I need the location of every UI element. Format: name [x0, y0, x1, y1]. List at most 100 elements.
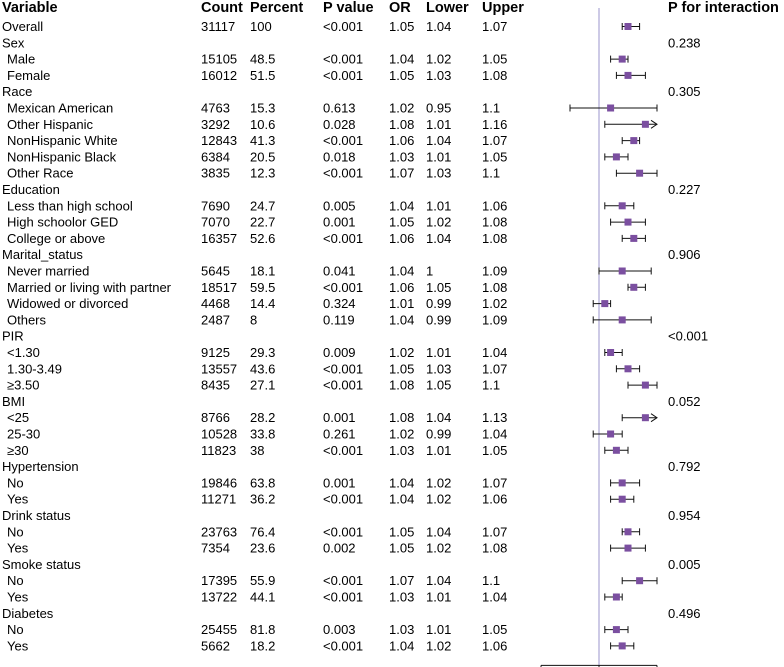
cell-p-interaction: 0.954: [668, 508, 701, 523]
header-row: Variable Count Percent P value OR Lower …: [2, 0, 779, 16]
table-row: NonHispanic White 12843 41.3 <0.001 1.06 1.04…: [7, 133, 507, 148]
cell-p-value: 0.001: [323, 410, 356, 425]
cell-p-value: <0.001: [323, 68, 363, 83]
or-point: [624, 71, 632, 79]
cell-count: 10528: [201, 427, 237, 442]
or-point: [612, 446, 620, 454]
subgroup-label: 1.30-3.49: [7, 361, 62, 376]
ci-mark: [604, 626, 629, 634]
table-row: Less than high school 7690 24.7 0.005 1.04 1.…: [7, 198, 507, 213]
table-row: Sex 0.238: [2, 35, 701, 50]
ci-mark: [604, 349, 623, 356]
cell-lower: 1.03: [426, 68, 451, 83]
cell-or: 1.03: [389, 590, 414, 605]
cell-p-value: <0.001: [323, 19, 363, 34]
cell-lower: 1.01: [426, 149, 451, 164]
cell-p-interaction: 0.496: [668, 606, 701, 621]
cell-count: 3292: [201, 117, 230, 132]
table-row: No 19846 63.8 0.001 1.04 1.02 1.07: [7, 475, 507, 490]
cell-lower: 1: [426, 264, 433, 279]
group-label: Marital_status: [2, 247, 83, 262]
group-label: BMI: [2, 394, 25, 409]
cell-upper: 1.08: [482, 215, 507, 230]
cell-count: 3835: [201, 166, 230, 181]
ci-mark: [621, 577, 658, 585]
ci-mark: [604, 593, 623, 601]
or-point: [607, 104, 615, 112]
cell-count: 11271: [201, 492, 236, 507]
cell-lower: 1.02: [426, 492, 451, 507]
cell-or: 1.06: [389, 133, 414, 148]
subgroup-label: 25-30: [7, 427, 40, 442]
cell-lower: 1.04: [426, 573, 451, 588]
cell-count: 23763: [201, 524, 237, 539]
or-point: [618, 267, 626, 275]
table-row: Hypertension 0.792: [2, 459, 701, 474]
ci-mark: [592, 430, 623, 438]
cell-lower: 1.04: [426, 231, 451, 246]
or-point: [607, 430, 615, 438]
subgroup-label: No: [7, 622, 24, 637]
cell-p-interaction: 0.792: [668, 459, 701, 474]
cell-or: 1.07: [389, 573, 414, 588]
cell-percent: 81.8: [250, 622, 275, 637]
cell-count: 9125: [201, 345, 230, 360]
cell-p-value: <0.001: [323, 524, 363, 539]
table-row: <25 8766 28.2 0.001 1.08 1.04 1.13: [7, 410, 507, 425]
cell-upper: 1.05: [482, 443, 507, 458]
cell-count: 5645: [201, 264, 230, 279]
cell-p-value: <0.001: [323, 573, 363, 588]
or-point: [641, 414, 649, 422]
subgroup-label: Other Race: [7, 166, 73, 181]
cell-upper: 1.13: [482, 410, 507, 425]
ci-mark: [610, 479, 641, 487]
or-point: [636, 577, 644, 585]
cell-upper: 1.07: [482, 475, 507, 490]
cell-upper: 1.07: [482, 19, 507, 34]
cell-p-interaction: 0.052: [668, 394, 701, 409]
cell-count: 18517: [201, 280, 237, 295]
ci-mark: [621, 23, 641, 30]
cell-lower: 1.02: [426, 215, 451, 230]
group-label: Hypertension: [2, 459, 79, 474]
subgroup-label: Female: [7, 68, 50, 83]
header-or: OR: [389, 0, 411, 16]
or-point: [624, 218, 632, 226]
cell-p-value: 0.324: [323, 296, 356, 311]
cell-percent: 51.5: [250, 68, 275, 83]
cell-p-value: 0.041: [323, 264, 356, 279]
cell-lower: 1.04: [426, 524, 451, 539]
group-label: Smoke status: [2, 557, 81, 572]
table-row: Male 15105 48.5 <0.001 1.04 1.02 1.05: [7, 52, 507, 67]
header-variable: Variable: [2, 0, 58, 16]
table-row: No 17395 55.9 <0.001 1.07 1.04 1.1: [7, 573, 500, 588]
ci-mark: [627, 381, 658, 389]
ci-mark: [615, 365, 641, 373]
cell-p-value: <0.001: [323, 133, 363, 148]
cell-lower: 1.01: [426, 590, 451, 605]
cell-lower: 1.01: [426, 198, 451, 213]
subgroup-label: Less than high school: [7, 198, 133, 213]
cell-lower: 0.99: [426, 296, 451, 311]
cell-upper: 1.08: [482, 231, 507, 246]
header-upper: Upper: [482, 0, 524, 16]
cell-or: 1.08: [389, 378, 414, 393]
cell-p-value: <0.001: [323, 231, 363, 246]
cell-upper: 1.04: [482, 427, 507, 442]
cell-percent: 27.1: [250, 378, 275, 393]
cell-p-value: 0.028: [323, 117, 356, 132]
cell-percent: 52.6: [250, 231, 275, 246]
ci-mark: [610, 642, 635, 650]
cell-upper: 1.07: [482, 361, 507, 376]
x-axis: 0.911.1: [540, 664, 658, 667]
cell-or: 1.05: [389, 19, 414, 34]
cell-or: 1.02: [389, 101, 414, 116]
cell-p-value: 0.009: [323, 345, 356, 360]
cell-count: 31117: [201, 19, 235, 34]
table-row: Yes 13722 44.1 <0.001 1.03 1.01 1.04: [7, 590, 507, 605]
cell-p-interaction: 0.305: [668, 84, 701, 99]
ci-mark: [604, 202, 635, 210]
or-point: [624, 544, 632, 552]
cell-upper: 1.05: [482, 622, 507, 637]
cell-or: 1.02: [389, 345, 414, 360]
